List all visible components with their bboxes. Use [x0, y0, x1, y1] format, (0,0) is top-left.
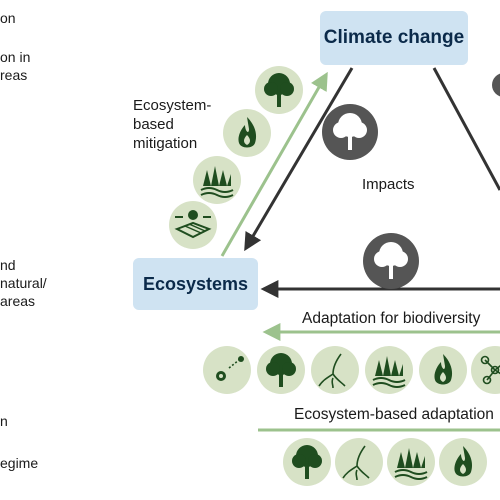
- left-text-3: reas: [0, 67, 28, 83]
- ecosystem-adaptation-label: Ecosystem-based adaptation: [294, 406, 494, 423]
- mitigation-label-line2: based: [133, 116, 174, 133]
- tree-icon: [257, 346, 305, 394]
- line-climate-right: [432, 67, 500, 191]
- fire-icon: [419, 346, 467, 394]
- impact-icon-top: [322, 104, 378, 160]
- impact-icon-middle: [363, 233, 419, 289]
- tree-outline-icon: [374, 242, 408, 279]
- partial-icon-right: [492, 73, 500, 97]
- left-text-6: areas: [0, 293, 36, 309]
- grass-icon: [365, 346, 413, 394]
- left-text-4: nd: [0, 257, 16, 273]
- fire-icon: [439, 438, 487, 486]
- grass-icon: [387, 438, 435, 486]
- left-text-7: n: [0, 413, 8, 429]
- species-movement-icon: [203, 346, 251, 394]
- ecosystems-node: Ecosystems: [133, 258, 258, 310]
- left-text-5: natural/: [0, 275, 47, 291]
- climate-change-node: Climate change: [320, 11, 468, 65]
- left-text-8: egime: [0, 455, 39, 471]
- arrow-mitigation: [220, 71, 328, 257]
- fire-icon: [223, 109, 271, 157]
- left-text-2: on in: [0, 49, 31, 65]
- tree-outline-icon: [333, 113, 367, 150]
- left-text-1: on: [0, 10, 16, 26]
- mitigation-label-line1: Ecosystem-: [133, 97, 212, 114]
- roots-icon: [335, 438, 383, 486]
- roots-icon: [311, 346, 359, 394]
- arrow-climate-to-ecosystems: [244, 67, 354, 252]
- grass-icon: [193, 156, 241, 204]
- icon-layer: [169, 66, 500, 486]
- land-use-icon: [169, 201, 217, 249]
- network-icon: [471, 346, 500, 394]
- climate-change-label: Climate change: [323, 27, 465, 48]
- tree-icon: [283, 438, 331, 486]
- mitigation-label-line3: mitigation: [133, 135, 198, 152]
- tree-icon: [255, 66, 303, 114]
- impacts-label: Impacts: [362, 176, 415, 193]
- ecosystems-label: Ecosystems: [142, 273, 249, 294]
- adaptation-biodiversity-label: Adaptation for biodiversity: [302, 310, 481, 327]
